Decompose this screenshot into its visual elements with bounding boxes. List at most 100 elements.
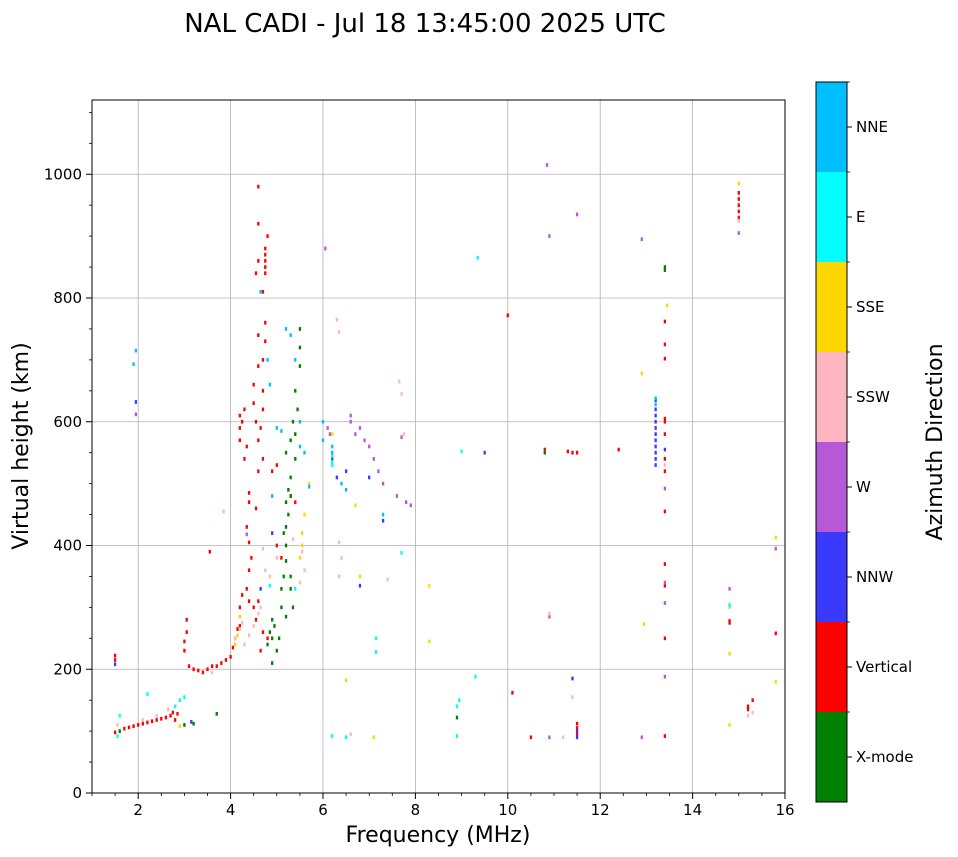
echo-cell bbox=[663, 432, 667, 436]
echo-cell bbox=[284, 525, 288, 529]
echo-cell bbox=[571, 695, 574, 699]
echo-cell bbox=[483, 450, 486, 455]
echo-cell bbox=[663, 469, 667, 474]
echo-cell bbox=[728, 619, 731, 623]
echo-cell bbox=[113, 730, 117, 735]
echo-cell bbox=[349, 732, 352, 737]
echo-cell bbox=[663, 509, 667, 514]
echo-cell bbox=[640, 735, 643, 740]
echo-cell bbox=[261, 388, 265, 393]
echo-cell bbox=[238, 627, 241, 631]
echo-cell bbox=[349, 413, 352, 418]
echo-cell bbox=[737, 231, 740, 235]
echo-cell bbox=[298, 345, 302, 350]
colorbar-tick-label: NNW bbox=[856, 568, 893, 586]
echo-cell bbox=[654, 407, 657, 412]
echo-cell bbox=[245, 444, 248, 449]
echo-cell bbox=[737, 203, 740, 208]
echo-cell bbox=[208, 549, 211, 554]
echo-cell bbox=[132, 362, 135, 367]
echo-cell bbox=[548, 234, 551, 238]
echo-cell bbox=[231, 645, 235, 650]
x-tick-label: 12 bbox=[591, 801, 610, 819]
x-tick-label: 2 bbox=[133, 801, 143, 819]
x-axis-label: Frequency (MHz) bbox=[346, 823, 531, 848]
echo-cell bbox=[259, 586, 262, 591]
echo-cell bbox=[381, 481, 385, 486]
echo-cell bbox=[289, 333, 292, 337]
echo-cell bbox=[289, 438, 292, 443]
echo-cell bbox=[575, 726, 579, 730]
echo-cell bbox=[331, 450, 334, 455]
echo-cell bbox=[506, 313, 509, 318]
echo-cell bbox=[307, 484, 311, 489]
chart-title: NAL CADI - Jul 18 13:45:00 2025 UTC bbox=[184, 9, 666, 39]
echo-cell bbox=[241, 593, 244, 597]
echo-cell bbox=[349, 419, 352, 424]
colorbar-tick-label: Vertical bbox=[856, 658, 912, 676]
echo-cell bbox=[400, 435, 403, 440]
echo-cell bbox=[294, 457, 297, 461]
plot-frame bbox=[91, 99, 786, 794]
echo-cell bbox=[298, 327, 302, 331]
echo-cell bbox=[575, 450, 579, 455]
echo-cell bbox=[338, 330, 341, 334]
echo-cell bbox=[275, 556, 278, 560]
echo-cell bbox=[247, 568, 251, 573]
echo-cell bbox=[183, 723, 186, 727]
echo-cell bbox=[331, 460, 334, 464]
colorbar-segment bbox=[816, 712, 847, 802]
echo-cell bbox=[344, 678, 348, 683]
colorbar-segment bbox=[816, 442, 847, 532]
echo-cell bbox=[238, 413, 241, 418]
colorbar-tick-label: X-mode bbox=[856, 748, 913, 766]
echo-cell bbox=[247, 633, 251, 638]
echo-cell bbox=[640, 237, 643, 242]
echo-cell bbox=[331, 457, 334, 461]
echo-cell bbox=[663, 583, 667, 588]
echo-cell bbox=[261, 407, 265, 412]
echo-cell bbox=[294, 432, 297, 436]
x-tick-label: 10 bbox=[498, 801, 517, 819]
x-tick-label: 14 bbox=[683, 801, 702, 819]
echo-cell bbox=[236, 633, 239, 638]
echo-cell bbox=[746, 707, 750, 712]
echo-cell bbox=[728, 603, 731, 608]
echo-cell bbox=[118, 729, 121, 733]
echo-cell bbox=[280, 429, 283, 433]
echo-cell bbox=[238, 438, 241, 443]
echo-cell bbox=[575, 732, 579, 737]
echo-cell bbox=[363, 438, 366, 443]
echo-cell bbox=[575, 735, 579, 740]
echo-cell bbox=[301, 543, 304, 548]
echo-cell bbox=[654, 457, 657, 461]
echo-cell bbox=[663, 447, 667, 452]
echo-cell bbox=[264, 320, 267, 325]
echo-cell bbox=[548, 611, 551, 616]
echo-cell bbox=[307, 481, 311, 486]
colorbar: X-mode Vertical NNW W SSW SSE E NNE bbox=[815, 81, 913, 803]
echo-cell bbox=[268, 583, 272, 588]
echo-cell bbox=[575, 721, 579, 726]
echo-cell bbox=[291, 419, 295, 424]
echo-cell bbox=[298, 556, 302, 560]
echo-cell bbox=[271, 636, 274, 641]
colorbar-segment bbox=[816, 352, 847, 442]
echo-cell bbox=[728, 651, 731, 656]
echo-cell bbox=[155, 713, 158, 718]
echo-cell bbox=[458, 698, 461, 703]
echo-cell bbox=[340, 481, 343, 486]
echo-cell bbox=[372, 735, 375, 740]
echo-cell bbox=[511, 690, 514, 695]
echo-cell bbox=[344, 735, 348, 740]
echo-cell bbox=[264, 246, 267, 251]
echo-cell bbox=[113, 653, 117, 658]
echo-cell bbox=[257, 611, 260, 616]
echo-cell bbox=[132, 724, 135, 729]
echo-cell bbox=[264, 568, 267, 573]
echo-cell bbox=[381, 518, 385, 523]
echo-cell bbox=[354, 432, 357, 436]
echo-cell bbox=[428, 639, 431, 644]
echo-cell bbox=[268, 382, 272, 387]
echo-cell bbox=[358, 574, 362, 579]
